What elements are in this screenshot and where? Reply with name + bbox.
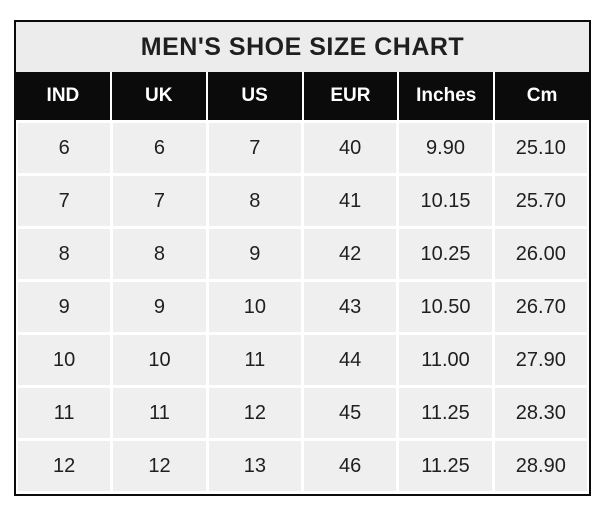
table-cell: 11.25 — [399, 388, 492, 438]
table-cell: 7 — [18, 176, 111, 226]
table-cell: 12 — [18, 441, 111, 491]
table-cell: 7 — [208, 123, 301, 173]
column-header-uk: UK — [111, 72, 206, 120]
table-cell: 28.90 — [494, 441, 587, 491]
table-cell: 46 — [304, 441, 397, 491]
table-cell: 26.70 — [494, 282, 587, 332]
table-body: 6 6 7 40 9.90 25.10 7 7 8 41 10.15 25.70 8 8 9 42 10.25 2… — [16, 120, 589, 494]
table-cell: 43 — [304, 282, 397, 332]
column-header-cm: Cm — [495, 72, 589, 120]
table-cell: 11 — [208, 335, 301, 385]
table-header-row: IND UK US EUR Inches Cm — [16, 72, 589, 120]
table-cell: 8 — [113, 229, 206, 279]
table-cell: 25.10 — [494, 123, 587, 173]
table-cell: 11.00 — [399, 335, 492, 385]
table-cell: 8 — [208, 176, 301, 226]
table-cell: 45 — [304, 388, 397, 438]
table-cell: 9 — [113, 282, 206, 332]
column-header-us: US — [207, 72, 302, 120]
table-cell: 27.90 — [494, 335, 587, 385]
table-cell: 10.25 — [399, 229, 492, 279]
table-cell: 10 — [113, 335, 206, 385]
table-cell: 40 — [304, 123, 397, 173]
table-cell: 11 — [18, 388, 111, 438]
table-cell: 9.90 — [399, 123, 492, 173]
table-cell: 26.00 — [494, 229, 587, 279]
table-cell: 9 — [208, 229, 301, 279]
table-cell: 10.50 — [399, 282, 492, 332]
table-cell: 13 — [208, 441, 301, 491]
chart-title: MEN'S SHOE SIZE CHART — [16, 22, 589, 72]
table-cell: 10 — [18, 335, 111, 385]
table-cell: 28.30 — [494, 388, 587, 438]
table-cell: 12 — [208, 388, 301, 438]
column-header-ind: IND — [16, 72, 110, 120]
table-cell: 11.25 — [399, 441, 492, 491]
table-cell: 25.70 — [494, 176, 587, 226]
column-header-eur: EUR — [303, 72, 398, 120]
table-cell: 44 — [304, 335, 397, 385]
table-cell: 9 — [18, 282, 111, 332]
table-cell: 42 — [304, 229, 397, 279]
table-cell: 8 — [18, 229, 111, 279]
table-cell: 6 — [18, 123, 111, 173]
table-cell: 41 — [304, 176, 397, 226]
table-cell: 7 — [113, 176, 206, 226]
size-chart-table: MEN'S SHOE SIZE CHART IND UK US EUR Inches Cm… — [14, 20, 591, 496]
table-cell: 10.15 — [399, 176, 492, 226]
column-header-inches: Inches — [399, 72, 494, 120]
table-cell: 6 — [113, 123, 206, 173]
table-cell: 12 — [113, 441, 206, 491]
table-cell: 11 — [113, 388, 206, 438]
table-cell: 10 — [208, 282, 301, 332]
